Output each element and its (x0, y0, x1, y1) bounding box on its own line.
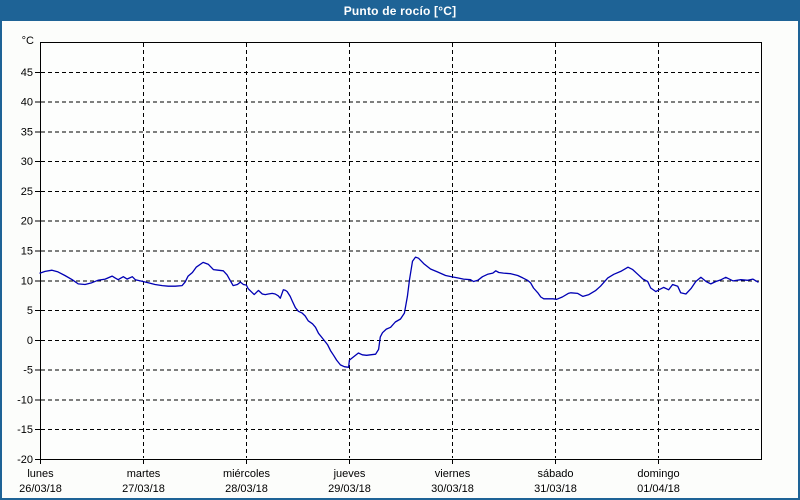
x-date-label-lunes: 26/03/18 (19, 483, 62, 495)
x-date-label-domingo: 01/04/18 (637, 483, 680, 495)
y-tick-label--5: -5 (23, 365, 33, 377)
y-axis-unit-label: °C (22, 35, 34, 47)
x-date-label-sábado: 31/03/18 (534, 483, 577, 495)
y-tick-label--20: -20 (17, 454, 33, 466)
window-title: Punto de rocío [°C] (343, 3, 457, 18)
y-tick-label-20: 20 (21, 216, 33, 228)
y-tick-label-40: 40 (21, 97, 33, 109)
x-date-label-martes: 27/03/18 (122, 483, 165, 495)
y-tick-label--10: -10 (17, 394, 33, 406)
window-titlebar: Punto de rocío [°C] (0, 0, 800, 21)
y-tick-label-5: 5 (27, 305, 33, 317)
y-tick-label-35: 35 (21, 126, 33, 138)
x-date-label-miércoles: 28/03/18 (225, 483, 268, 495)
series-line-punto-de-rocío (39, 256, 759, 368)
plot-frame (39, 41, 763, 461)
y-tick-label-10: 10 (21, 275, 33, 287)
x-day-label-lunes: lunes (27, 468, 54, 480)
x-day-label-jueves: jueves (333, 468, 366, 480)
x-day-label-viernes: viernes (435, 468, 471, 480)
x-day-label-martes: martes (127, 468, 161, 480)
x-day-label-miércoles: miércoles (223, 468, 271, 480)
y-tick-label-45: 45 (21, 67, 33, 79)
y-tick-label-25: 25 (21, 186, 33, 198)
x-day-label-sábado: sábado (537, 468, 573, 480)
y-tick-label-0: 0 (27, 335, 33, 347)
x-date-label-jueves: 29/03/18 (328, 483, 371, 495)
y-tick-label-30: 30 (21, 156, 33, 168)
y-tick-label-15: 15 (21, 246, 33, 258)
x-day-label-domingo: domingo (637, 468, 679, 480)
x-date-label-viernes: 30/03/18 (431, 483, 474, 495)
y-tick-label--15: -15 (17, 424, 33, 436)
